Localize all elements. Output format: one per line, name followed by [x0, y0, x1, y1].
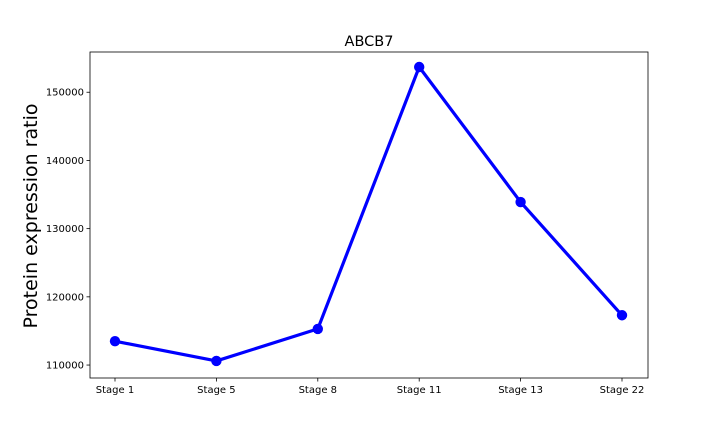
data-point [312, 323, 323, 335]
x-tick-label: Stage 8 [299, 385, 337, 396]
x-tick-label: Stage 1 [96, 385, 134, 396]
x-tick-label: Stage 22 [600, 385, 645, 396]
y-axis-ticks: 110000 120000 130000 140000 150000 [46, 88, 90, 372]
x-tick-label: Stage 13 [498, 385, 543, 396]
data-point [515, 196, 526, 208]
y-axis-label: Protein expression ratio [20, 104, 42, 329]
plot-frame [89, 51, 649, 379]
data-point [211, 355, 222, 367]
series-layer [109, 61, 628, 367]
x-tick-label: Stage 5 [197, 385, 235, 396]
x-tick-label: Stage 11 [397, 385, 442, 396]
y-tick-label: 130000 [46, 224, 84, 235]
y-tick-label: 110000 [46, 361, 84, 372]
chart-title: ABCB7 [345, 34, 394, 50]
y-tick-label: 140000 [46, 156, 84, 167]
y-tick-label: 120000 [46, 292, 84, 303]
y-tick-label: 150000 [46, 88, 84, 99]
data-point [109, 335, 121, 347]
data-point [616, 310, 628, 321]
data-point [414, 61, 425, 73]
series-line [114, 65, 624, 363]
x-axis-ticks: Stage 1 Stage 5 Stage 8 Stage 11 Stage 13 Sta… [96, 378, 645, 396]
